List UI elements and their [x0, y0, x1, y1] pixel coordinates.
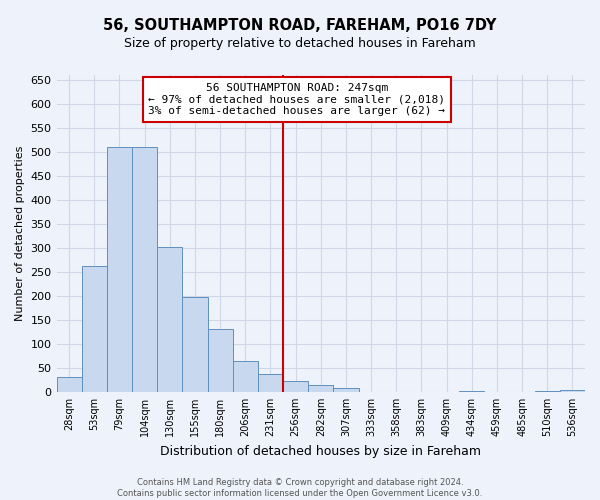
Text: 56, SOUTHAMPTON ROAD, FAREHAM, PO16 7DY: 56, SOUTHAMPTON ROAD, FAREHAM, PO16 7DY — [103, 18, 497, 32]
Bar — [182, 298, 208, 392]
Bar — [308, 385, 334, 392]
Bar — [208, 329, 233, 392]
Text: 56 SOUTHAMPTON ROAD: 247sqm
← 97% of detached houses are smaller (2,018)
3% of s: 56 SOUTHAMPTON ROAD: 247sqm ← 97% of det… — [148, 83, 445, 116]
X-axis label: Distribution of detached houses by size in Fareham: Distribution of detached houses by size … — [160, 444, 481, 458]
Bar — [283, 382, 308, 392]
Bar — [157, 248, 182, 392]
Y-axis label: Number of detached properties: Number of detached properties — [15, 146, 25, 321]
Bar — [233, 360, 258, 392]
Bar — [560, 390, 585, 392]
Bar — [334, 388, 359, 392]
Bar — [82, 266, 107, 392]
Bar — [132, 146, 157, 392]
Bar — [535, 391, 560, 392]
Bar — [107, 146, 132, 392]
Bar — [56, 376, 82, 392]
Text: Size of property relative to detached houses in Fareham: Size of property relative to detached ho… — [124, 38, 476, 51]
Bar — [459, 391, 484, 392]
Bar — [258, 374, 283, 392]
Text: Contains HM Land Registry data © Crown copyright and database right 2024.
Contai: Contains HM Land Registry data © Crown c… — [118, 478, 482, 498]
